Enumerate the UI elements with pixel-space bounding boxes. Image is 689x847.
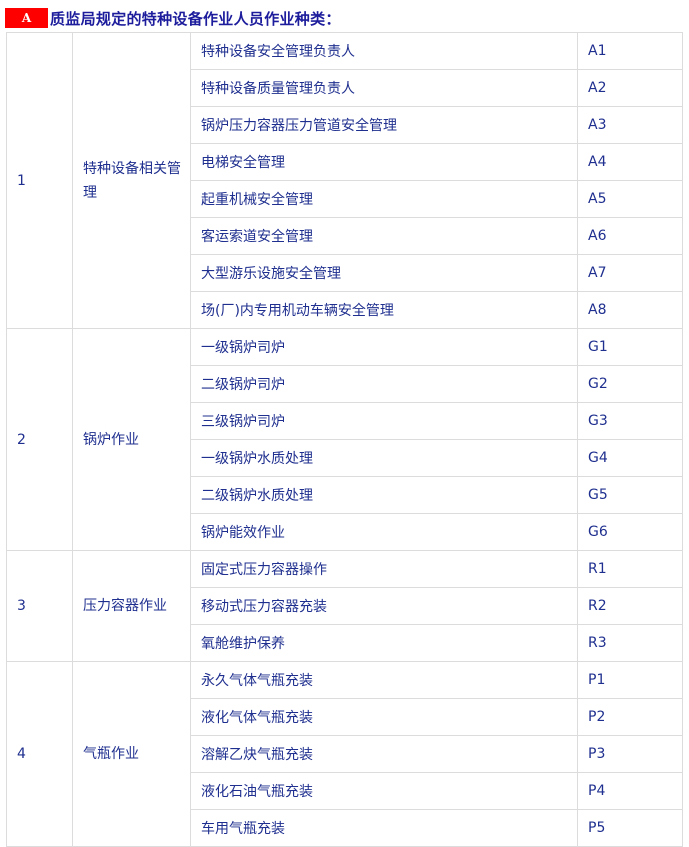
- table-row: 液化气体气瓶充装 P2: [7, 698, 683, 736]
- item-name: 三级锅炉司炉: [190, 402, 578, 440]
- item-name: 大型游乐设施安全管理: [190, 254, 578, 292]
- item-name: 一级锅炉司炉: [190, 328, 578, 366]
- item-code: P3: [577, 735, 683, 773]
- operation-types-table: 1 特种设备相关管理 特种设备安全管理负责人 A1 特种设备质量管理负责人 A2 锅炉压力容…: [6, 32, 683, 847]
- item-code: A4: [577, 143, 683, 181]
- table-row: 液化石油气瓶充装 P4: [7, 772, 683, 810]
- table-row: 场(厂)内专用机动车辆安全管理 A8: [7, 291, 683, 329]
- item-name: 特种设备安全管理负责人: [190, 32, 578, 70]
- table-row: 锅炉能效作业 G6: [7, 513, 683, 551]
- item-name: 电梯安全管理: [190, 143, 578, 181]
- item-code: G1: [577, 328, 683, 366]
- item-code: A7: [577, 254, 683, 292]
- item-name: 移动式压力容器充装: [190, 587, 578, 625]
- item-name: 锅炉压力容器压力管道安全管理: [190, 106, 578, 144]
- item-code: A3: [577, 106, 683, 144]
- item-name: 锅炉能效作业: [190, 513, 578, 551]
- group-number: 4: [6, 661, 73, 847]
- table-row: 特种设备质量管理负责人 A2: [7, 69, 683, 107]
- group-category: 气瓶作业: [72, 661, 191, 847]
- table-row: 2 锅炉作业 一级锅炉司炉 G1: [6, 328, 683, 551]
- item-code: G5: [577, 476, 683, 514]
- table-row: 移动式压力容器充装 R2: [7, 587, 683, 625]
- item-name: 客运索道安全管理: [190, 217, 578, 255]
- item-code: G3: [577, 402, 683, 440]
- item-name: 液化气体气瓶充装: [190, 698, 578, 736]
- item-code: P1: [577, 661, 683, 699]
- item-code: A1: [577, 32, 683, 70]
- item-name: 特种设备质量管理负责人: [190, 69, 578, 107]
- table-row: 大型游乐设施安全管理 A7: [7, 254, 683, 292]
- group-category: 锅炉作业: [72, 328, 191, 551]
- item-code: P4: [577, 772, 683, 810]
- group-number: 3: [6, 550, 73, 662]
- table-row: 4 气瓶作业 永久气体气瓶充装 P1: [6, 661, 683, 847]
- item-code: G2: [577, 365, 683, 403]
- table-row: 氧舱维护保养 R3: [7, 624, 683, 662]
- item-name: 氧舱维护保养: [190, 624, 578, 662]
- item-name: 场(厂)内专用机动车辆安全管理: [190, 291, 578, 329]
- table-row: 3 压力容器作业 固定式压力容器操作 R1: [6, 550, 683, 662]
- item-code: R2: [577, 587, 683, 625]
- item-code: A6: [577, 217, 683, 255]
- item-code: P2: [577, 698, 683, 736]
- section-title: A 质监局规定的特种设备作业人员作业种类：: [5, 7, 341, 29]
- item-code: A5: [577, 180, 683, 218]
- item-code: A2: [577, 69, 683, 107]
- table-row: 1 特种设备相关管理 特种设备安全管理负责人 A1: [6, 32, 683, 329]
- item-code: G6: [577, 513, 683, 551]
- table-row: 起重机械安全管理 A5: [7, 180, 683, 218]
- table-row: 锅炉压力容器压力管道安全管理 A3: [7, 106, 683, 144]
- group-category: 特种设备相关管理: [72, 32, 191, 329]
- table-row: 溶解乙炔气瓶充装 P3: [7, 735, 683, 773]
- table-row: 三级锅炉司炉 G3: [7, 402, 683, 440]
- item-name: 溶解乙炔气瓶充装: [190, 735, 578, 773]
- section-title-text: 质监局规定的特种设备作业人员作业种类：: [50, 9, 341, 28]
- item-code: R3: [577, 624, 683, 662]
- group-category: 压力容器作业: [72, 550, 191, 662]
- table-row: 二级锅炉水质处理 G5: [7, 476, 683, 514]
- item-code: A8: [577, 291, 683, 329]
- group-number: 2: [6, 328, 73, 551]
- item-name: 永久气体气瓶充装: [190, 661, 578, 699]
- item-name: 固定式压力容器操作: [190, 550, 578, 588]
- table-row: 电梯安全管理 A4: [7, 143, 683, 181]
- item-code: R1: [577, 550, 683, 588]
- item-name: 液化石油气瓶充装: [190, 772, 578, 810]
- item-name: 一级锅炉水质处理: [190, 439, 578, 477]
- section-badge: A: [5, 8, 48, 28]
- item-code: G4: [577, 439, 683, 477]
- table-row: 二级锅炉司炉 G2: [7, 365, 683, 403]
- group-number: 1: [6, 32, 73, 329]
- table-row: 客运索道安全管理 A6: [7, 217, 683, 255]
- item-name: 二级锅炉水质处理: [190, 476, 578, 514]
- item-name: 二级锅炉司炉: [190, 365, 578, 403]
- item-name: 起重机械安全管理: [190, 180, 578, 218]
